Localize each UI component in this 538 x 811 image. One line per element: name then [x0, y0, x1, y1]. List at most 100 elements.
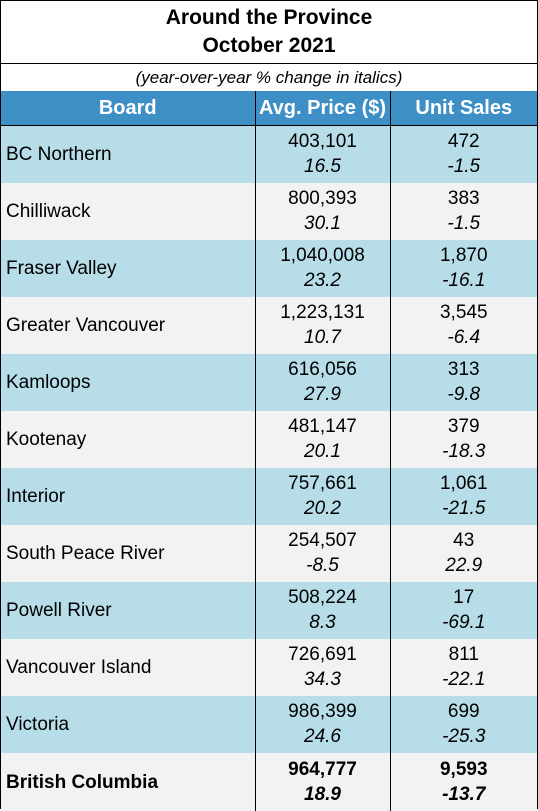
table-row: South Peace River 254,507 -8.5 43 22.9 — [1, 524, 537, 582]
sales-value: 811 — [448, 644, 479, 665]
table-row: Greater Vancouver 1,223,131 10.7 3,545 -6.… — [1, 296, 537, 354]
sales-cell: 9,593 -13.7 — [389, 752, 537, 811]
price-cell: 481,147 20.1 — [254, 410, 391, 468]
price-pct: 30.1 — [304, 213, 341, 234]
price-cell: 254,507 -8.5 — [254, 524, 391, 582]
sales-cell: 811 -22.1 — [389, 638, 537, 696]
table-row: Vancouver Island 726,691 34.3 811 -22.1 — [1, 638, 537, 696]
price-value: 1,040,008 — [280, 245, 365, 266]
price-cell: 986,399 24.6 — [254, 695, 391, 753]
sales-value: 1,870 — [439, 245, 488, 266]
title-box: Around the Province October 2021 — [1, 1, 537, 64]
sales-value: 17 — [453, 587, 475, 608]
price-cell: 1,040,008 23.2 — [254, 239, 391, 297]
sales-value: 43 — [453, 530, 475, 551]
board-name: Fraser Valley — [1, 239, 256, 297]
price-cell: 616,056 27.9 — [254, 353, 391, 411]
price-cell: 757,661 20.2 — [254, 467, 391, 525]
price-value: 986,399 — [288, 701, 357, 722]
sales-pct: -69.1 — [442, 612, 486, 633]
sales-cell: 3,545 -6.4 — [389, 296, 537, 354]
board-name: Vancouver Island — [1, 638, 256, 696]
sales-cell: 313 -9.8 — [389, 353, 537, 411]
sales-cell: 383 -1.5 — [389, 182, 537, 240]
sales-cell: 1,870 -16.1 — [389, 239, 537, 297]
price-value: 508,224 — [288, 587, 357, 608]
column-header-sales: Unit Sales — [389, 91, 537, 126]
price-pct: -8.5 — [306, 555, 339, 576]
board-name: Powell River — [1, 581, 256, 639]
sales-value: 699 — [447, 701, 480, 722]
table-row: Victoria 986,399 24.6 699 -25.3 — [1, 695, 537, 753]
price-value: 757,661 — [288, 473, 357, 494]
sales-pct: -25.3 — [442, 726, 486, 747]
sales-pct: -22.1 — [442, 669, 486, 690]
table-row: Kootenay 481,147 20.1 379 -18.3 — [1, 410, 537, 468]
sales-cell: 699 -25.3 — [389, 695, 537, 753]
sales-cell: 379 -18.3 — [389, 410, 537, 468]
price-pct: 10.7 — [304, 327, 341, 348]
total-row: British Columbia 964,777 18.9 9,593 -13.7 — [1, 752, 537, 811]
price-value: 481,147 — [288, 416, 357, 437]
price-pct: 20.2 — [304, 498, 341, 519]
board-name: Chilliwack — [1, 182, 256, 240]
table-row: Kamloops 616,056 27.9 313 -9.8 — [1, 353, 537, 411]
header-row: Board Avg. Price ($) Unit Sales — [1, 91, 537, 126]
price-pct: 8.3 — [309, 612, 336, 633]
sales-pct: 22.9 — [445, 555, 483, 576]
table-row: BC Northern 403,101 16.5 472 -1.5 — [1, 125, 537, 183]
price-pct: 23.2 — [304, 270, 341, 291]
sales-value: 1,061 — [439, 473, 488, 494]
price-pct: 27.9 — [304, 384, 341, 405]
sales-pct: -9.8 — [447, 384, 481, 405]
sales-cell: 1,061 -21.5 — [389, 467, 537, 525]
board-name: BC Northern — [1, 125, 256, 183]
column-header-board: Board — [1, 91, 256, 126]
price-cell: 508,224 8.3 — [254, 581, 391, 639]
price-cell: 1,223,131 10.7 — [254, 296, 391, 354]
column-header-price: Avg. Price ($) — [254, 91, 391, 126]
board-name: British Columbia — [1, 752, 256, 811]
price-cell: 403,101 16.5 — [254, 125, 391, 183]
price-value: 964,777 — [288, 758, 357, 780]
sales-value: 3,545 — [439, 302, 488, 323]
board-name: Greater Vancouver — [1, 296, 256, 354]
sales-value: 383 — [447, 188, 480, 209]
board-name: Victoria — [1, 695, 256, 753]
price-pct: 34.3 — [304, 669, 341, 690]
price-value: 254,507 — [288, 530, 357, 551]
board-name: Interior — [1, 467, 256, 525]
price-value: 1,223,131 — [280, 302, 365, 323]
price-pct: 18.9 — [304, 783, 341, 805]
price-value: 616,056 — [288, 359, 357, 380]
sales-pct: -13.7 — [442, 783, 486, 805]
table-row: Fraser Valley 1,040,008 23.2 1,870 -16.1 — [1, 239, 537, 297]
sales-pct: -16.1 — [442, 270, 486, 291]
sales-pct: -18.3 — [442, 441, 486, 462]
price-pct: 20.1 — [304, 441, 341, 462]
sales-pct: -1.5 — [447, 156, 481, 178]
page-title: Around the Province — [165, 6, 373, 29]
sales-cell: 472 -1.5 — [389, 125, 537, 183]
sales-cell: 17 -69.1 — [389, 581, 537, 639]
price-value: 403,101 — [288, 131, 357, 153]
subtitle: (year-over-year % change in italics) — [135, 68, 403, 87]
sales-value: 313 — [447, 359, 480, 380]
sales-pct: -6.4 — [447, 327, 481, 348]
table-row: Chilliwack 800,393 30.1 383 -1.5 — [1, 182, 537, 240]
sales-value: 472 — [447, 131, 480, 153]
sales-pct: -21.5 — [442, 498, 486, 519]
price-cell: 964,777 18.9 — [254, 752, 391, 811]
price-pct: 16.5 — [304, 156, 341, 178]
table-row: Interior 757,661 20.2 1,061 -21.5 — [1, 467, 537, 525]
province-table: Board Avg. Price ($) Unit Sales BC North… — [1, 91, 537, 811]
sales-value: 9,593 — [439, 758, 488, 780]
sales-value: 379 — [447, 416, 480, 437]
price-value: 800,393 — [288, 188, 357, 209]
page-date: October 2021 — [202, 34, 336, 57]
price-pct: 24.6 — [304, 726, 341, 747]
price-cell: 800,393 30.1 — [254, 182, 391, 240]
board-name: South Peace River — [1, 524, 256, 582]
sales-pct: -1.5 — [447, 213, 481, 234]
